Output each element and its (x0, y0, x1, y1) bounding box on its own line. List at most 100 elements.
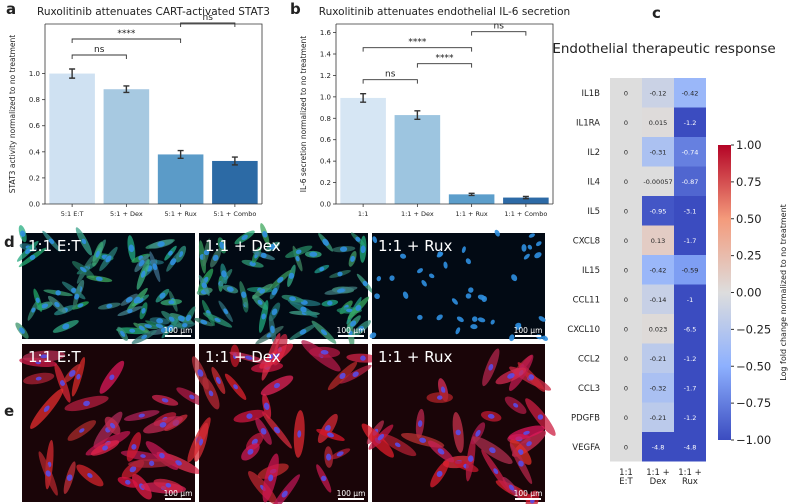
heatmap-cell (674, 78, 706, 108)
heatmap-cell (610, 107, 642, 137)
nucleus (352, 371, 359, 377)
nucleus (465, 258, 471, 265)
heatmap-cell (642, 432, 674, 462)
significance-label: ns (94, 45, 105, 55)
row-label: IL5 (587, 207, 600, 217)
significance-label: **** (408, 38, 427, 48)
nucleus (168, 250, 173, 256)
nucleus (246, 413, 253, 419)
nucleus (513, 402, 519, 408)
nucleus (260, 428, 267, 435)
cell-label: -1.7 (684, 384, 697, 392)
nucleus (295, 255, 300, 262)
nucleus (273, 382, 281, 389)
nucleus (494, 229, 500, 237)
heatmap-cell (674, 107, 706, 137)
nucleus (144, 324, 152, 329)
nucleus (80, 266, 87, 273)
heatmap-cell (610, 343, 642, 373)
nucleus (268, 354, 274, 360)
nucleus (55, 290, 61, 296)
nucleus (477, 294, 486, 300)
nucleus (467, 455, 474, 462)
cell-label: 0 (624, 119, 628, 127)
heatmap-cell (642, 137, 674, 167)
nucleus (468, 287, 474, 293)
nucleus (475, 429, 481, 437)
y-tick-label: 1.6 (320, 29, 332, 37)
heatmap-cell (642, 78, 674, 108)
cell-label: -1.2 (684, 355, 697, 363)
nucleus (419, 437, 427, 443)
cell-label: -0.31 (650, 148, 667, 156)
nucleus (214, 317, 221, 323)
nucleus (493, 468, 499, 475)
cell-label: 0 (624, 296, 628, 304)
nucleus (436, 395, 443, 400)
nucleus (471, 316, 478, 322)
cell-label: 0 (624, 237, 628, 245)
nucleus (226, 286, 234, 292)
heatmap-cell (642, 196, 674, 226)
nucleus (417, 268, 423, 274)
x-tick-label: 5:1 + Rux (165, 210, 197, 218)
cell-label: 0 (624, 384, 628, 392)
x-tick-label: 5:1 + Dex (110, 210, 143, 218)
nucleus (140, 454, 146, 458)
nucleus (77, 303, 84, 308)
nucleus (455, 429, 461, 436)
error-bar (414, 110, 421, 121)
nucleus (106, 303, 113, 309)
nucleus (273, 426, 281, 434)
nucleus (417, 314, 423, 320)
cell-label: -0.00057 (643, 178, 672, 186)
nucleus (327, 432, 334, 438)
nucleus (140, 270, 146, 278)
nucleus (199, 438, 204, 446)
nucleus (271, 287, 278, 296)
nucleus (43, 405, 50, 412)
heatmap-cell (610, 196, 642, 226)
nucleus (170, 258, 177, 266)
heatmap-cell (610, 432, 642, 462)
nucleus (259, 288, 266, 294)
nucleus (339, 372, 346, 379)
significance-label: ns (494, 22, 505, 32)
heatmap-cell (674, 402, 706, 432)
significance-bracket (471, 31, 527, 36)
heatmap-cell (642, 284, 674, 314)
colorbar-tick-label: −1.00 (736, 433, 771, 447)
nucleus (443, 261, 448, 269)
heatmap-cell (610, 373, 642, 403)
nucleus (127, 308, 133, 314)
heatmap-cell (674, 166, 706, 196)
nucleus (83, 400, 90, 407)
nucleus (54, 301, 60, 308)
heatmap-cell (674, 196, 706, 226)
nucleus (455, 327, 461, 335)
nucleus (31, 307, 36, 313)
micrograph-label: 1:1 + Dex (205, 348, 281, 366)
nucleus (490, 319, 495, 325)
nucleus (109, 374, 115, 381)
y-tick-label: 0.8 (29, 96, 40, 104)
bar (340, 97, 386, 204)
chart-title: Ruxolitinib attenuates CART-activated ST… (37, 6, 270, 18)
error-bar (522, 195, 529, 200)
nucleus (181, 323, 188, 328)
nucleus (159, 452, 165, 459)
heatmap-cell (674, 373, 706, 403)
nucleus (336, 451, 344, 457)
x-tick-label: 1:1 + Dex (401, 210, 434, 218)
bar (212, 160, 258, 204)
error-bar (231, 156, 238, 166)
micrograph (187, 332, 380, 504)
nucleus (337, 288, 345, 293)
significance-label: ns (203, 13, 214, 23)
nucleus (241, 234, 248, 241)
nucleus (79, 428, 85, 433)
nucleus (208, 390, 214, 397)
nucleus (360, 245, 366, 254)
nucleus (511, 274, 518, 282)
y-tick-label: 0.2 (320, 179, 331, 187)
